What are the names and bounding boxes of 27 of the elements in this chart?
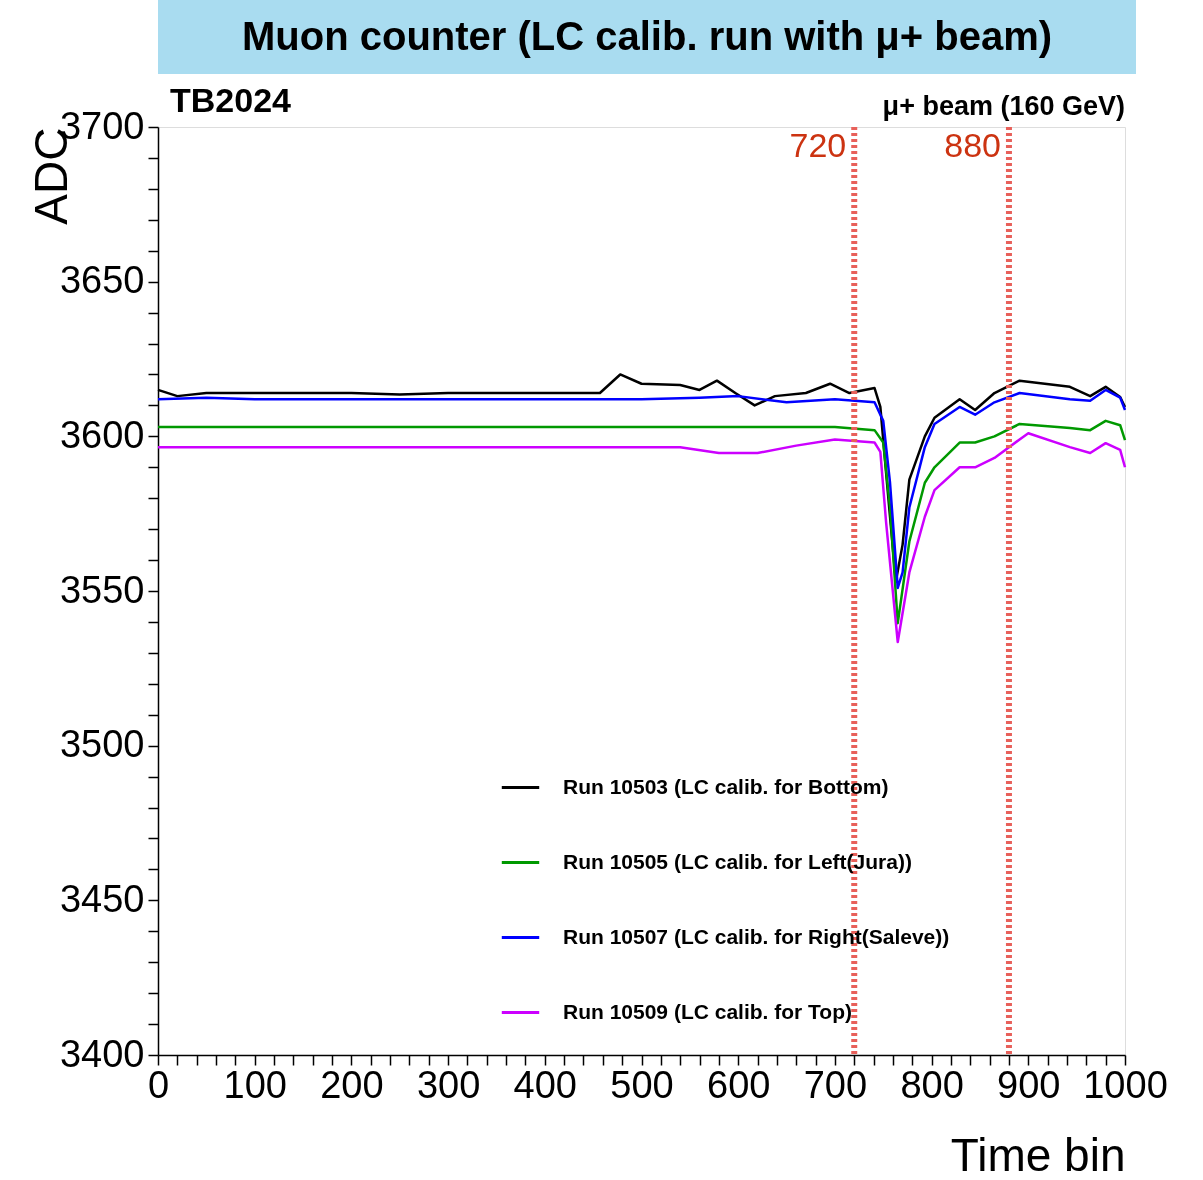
x-tick-label: 0 (147, 1063, 170, 1106)
x-tick-label: 900 (997, 1063, 1061, 1106)
x-tick-label: 700 (803, 1063, 868, 1106)
x-tick-label: 200 (320, 1063, 384, 1106)
legend-label: Run 10503 (LC calib. for Bottom) (563, 774, 889, 798)
ref-line-label: 880 (944, 126, 1001, 164)
x-tick-label: 1000 (1083, 1063, 1168, 1106)
legend-label: Run 10507 (LC calib. for Right(Saleve)) (563, 924, 950, 948)
y-tick-label: 3450 (59, 877, 145, 920)
y-tick-label: 3600 (59, 413, 145, 456)
x-axis-title: Time bin (950, 1128, 1126, 1180)
text: μ+ beam (160 GeV) (882, 91, 1125, 121)
legend-label: Run 10509 (LC calib. for Top) (563, 999, 852, 1023)
ref-line-label: 720 (789, 126, 847, 164)
x-tick-label: 100 (223, 1063, 287, 1106)
y-tick-label: 3550 (59, 568, 145, 611)
legend-label: Run 10505 (LC calib. for Left(Jura)) (563, 849, 912, 873)
x-tick-label: 800 (900, 1063, 964, 1106)
chart-title: Muon counter (LC calib. run with μ+ beam) (241, 14, 1053, 58)
x-tick-label: 300 (416, 1063, 481, 1106)
x-tick-label: 600 (707, 1063, 771, 1106)
y-tick-label: 3650 (59, 259, 145, 302)
chart-subtitle: TB2024 (170, 81, 292, 119)
y-tick-label: 3500 (59, 723, 145, 766)
y-tick-label: 3400 (59, 1032, 145, 1075)
x-tick-label: 400 (513, 1063, 577, 1106)
x-tick-label: 500 (610, 1063, 674, 1106)
